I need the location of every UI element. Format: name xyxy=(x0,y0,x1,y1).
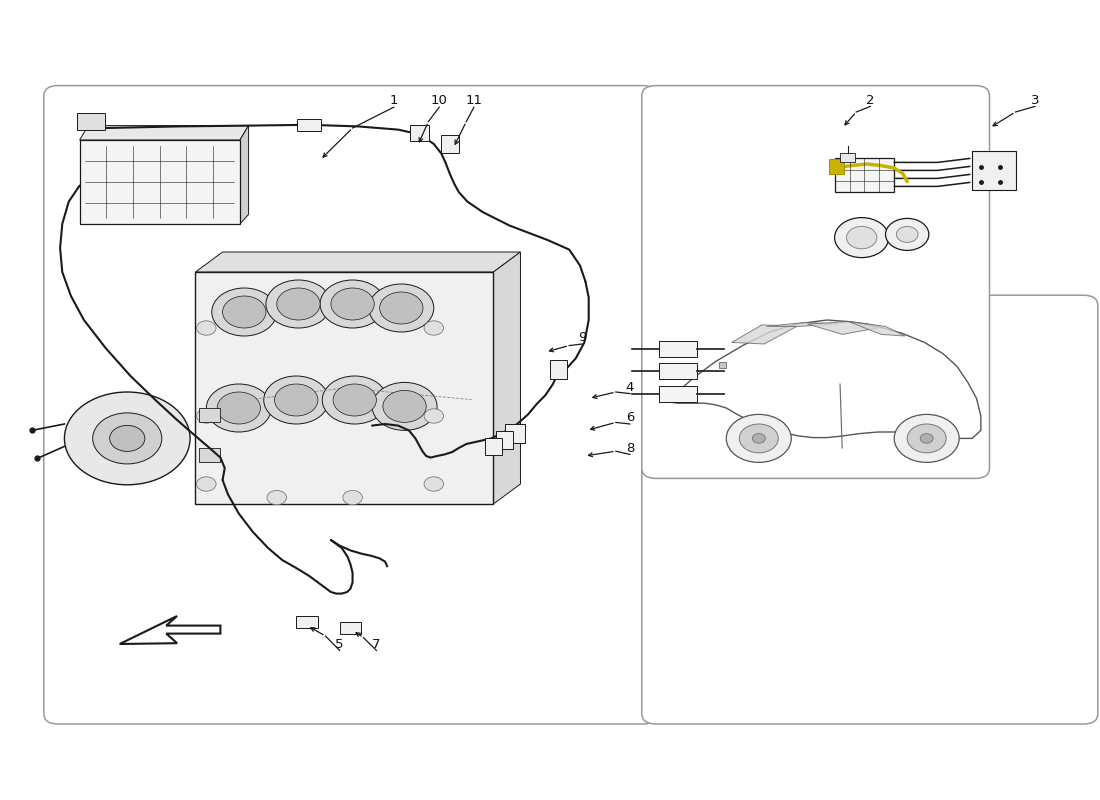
Polygon shape xyxy=(807,322,878,334)
Circle shape xyxy=(110,426,145,451)
Text: 9: 9 xyxy=(578,331,586,344)
Text: EUROSPARES: EUROSPARES xyxy=(68,366,605,434)
Text: 5: 5 xyxy=(336,638,344,650)
Bar xyxy=(199,448,220,462)
FancyBboxPatch shape xyxy=(340,622,361,634)
Bar xyxy=(196,272,494,504)
Text: 8: 8 xyxy=(626,442,634,454)
Bar xyxy=(199,408,220,422)
Circle shape xyxy=(739,424,779,453)
Bar xyxy=(840,153,855,162)
Circle shape xyxy=(266,280,331,328)
FancyBboxPatch shape xyxy=(296,616,318,629)
Circle shape xyxy=(277,288,320,320)
Text: 4: 4 xyxy=(626,381,634,394)
Circle shape xyxy=(752,434,766,443)
Circle shape xyxy=(921,434,933,443)
FancyBboxPatch shape xyxy=(485,438,502,455)
Circle shape xyxy=(372,382,437,430)
Text: 7: 7 xyxy=(372,638,381,650)
Circle shape xyxy=(896,226,918,242)
Text: 11: 11 xyxy=(465,94,483,107)
Text: 1: 1 xyxy=(389,94,398,107)
Bar xyxy=(659,341,697,357)
Circle shape xyxy=(886,218,928,250)
Circle shape xyxy=(894,414,959,462)
Circle shape xyxy=(320,280,385,328)
Circle shape xyxy=(322,376,387,424)
Polygon shape xyxy=(120,616,220,644)
Polygon shape xyxy=(718,362,726,368)
Bar xyxy=(659,363,697,379)
FancyBboxPatch shape xyxy=(641,86,990,478)
Circle shape xyxy=(835,218,889,258)
FancyBboxPatch shape xyxy=(641,295,1098,724)
Circle shape xyxy=(264,376,329,424)
Circle shape xyxy=(275,384,318,416)
Circle shape xyxy=(333,384,376,416)
Circle shape xyxy=(197,321,216,335)
Circle shape xyxy=(197,409,216,423)
Polygon shape xyxy=(849,322,905,336)
FancyBboxPatch shape xyxy=(496,431,513,449)
Polygon shape xyxy=(196,252,520,272)
FancyBboxPatch shape xyxy=(441,135,459,153)
Bar xyxy=(835,158,894,192)
Circle shape xyxy=(207,384,272,432)
Polygon shape xyxy=(494,252,520,504)
Circle shape xyxy=(726,414,791,462)
Text: 3: 3 xyxy=(1031,94,1040,106)
Circle shape xyxy=(379,292,424,324)
Text: 2: 2 xyxy=(866,94,874,106)
Circle shape xyxy=(908,424,946,453)
Circle shape xyxy=(331,288,374,320)
Polygon shape xyxy=(732,325,796,344)
Circle shape xyxy=(383,390,426,422)
Circle shape xyxy=(211,288,277,336)
Polygon shape xyxy=(79,126,249,140)
Circle shape xyxy=(65,392,190,485)
Bar xyxy=(79,140,240,224)
Circle shape xyxy=(425,477,443,491)
Circle shape xyxy=(425,409,443,423)
Bar xyxy=(659,386,697,402)
FancyBboxPatch shape xyxy=(505,424,525,443)
Circle shape xyxy=(197,477,216,491)
Text: 6: 6 xyxy=(626,411,634,424)
Bar xyxy=(972,151,1015,190)
Circle shape xyxy=(343,490,362,505)
Circle shape xyxy=(217,392,261,424)
FancyBboxPatch shape xyxy=(550,360,566,379)
FancyBboxPatch shape xyxy=(410,125,429,141)
Circle shape xyxy=(222,296,266,328)
Polygon shape xyxy=(240,126,249,224)
Circle shape xyxy=(847,226,877,249)
FancyBboxPatch shape xyxy=(44,86,657,724)
Polygon shape xyxy=(767,322,838,326)
Bar xyxy=(77,113,104,130)
Circle shape xyxy=(92,413,162,464)
Circle shape xyxy=(368,284,433,332)
Circle shape xyxy=(267,490,286,505)
Text: 10: 10 xyxy=(431,94,448,107)
Bar xyxy=(829,159,845,174)
Text: a passion for parts since 1987: a passion for parts since 1987 xyxy=(697,458,896,582)
Circle shape xyxy=(425,321,443,335)
FancyBboxPatch shape xyxy=(297,118,321,130)
